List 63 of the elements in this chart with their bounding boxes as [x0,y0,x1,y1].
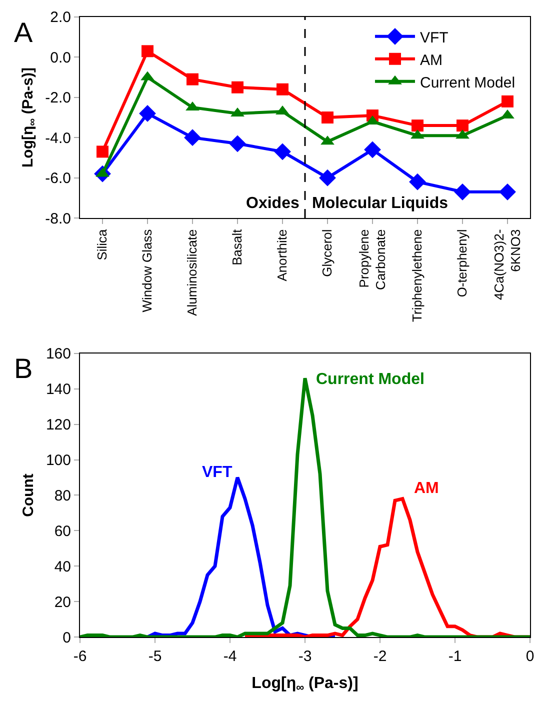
x-tick-label: 4Ca(NO3)2-6KNO3 [491,229,524,300]
y-tick-label: 40 [54,558,71,576]
x-tick-label: -5 [148,648,162,666]
legend-label: Current Model [420,74,516,92]
x-tick-label: O-terphenyl [454,229,470,298]
y-tick-label: -6.0 [45,170,71,188]
annotation: Oxides [246,195,300,212]
series-label: VFT [202,464,232,481]
line-series [146,476,337,638]
x-tick-label: Window Glass [140,228,155,312]
x-tick-label: -4 [223,648,237,666]
x-tick-label: -6 [73,648,87,666]
y-tick-label: 80 [54,487,71,504]
x-tick-label: -3 [298,648,312,666]
point [456,120,468,132]
y-tick-label: 140 [46,381,71,398]
series-label: AM [414,480,439,497]
y-tick-label: -4.0 [45,130,71,147]
y-tick-label: 0 [62,629,71,646]
y-tick-label: 60 [54,522,71,540]
x-tick-label: Basalt [230,228,245,266]
x-tick-label: Anorthite [274,229,290,282]
x-tick-label: -2 [373,648,387,666]
y-tick-label: 160 [46,346,71,363]
point [139,105,156,122]
y-tick-label: 0.0 [50,49,71,66]
point [319,169,336,186]
y-tick-label: 20 [54,594,71,611]
point [502,95,514,108]
point [184,129,201,146]
point [276,83,288,96]
y-tick-label: -2.0 [45,90,71,107]
point [499,183,516,200]
y-tick-label: 2.0 [50,9,71,26]
series-label: Current Model [316,371,424,388]
x-tick-label: Propylene Carbonate [356,229,388,290]
x-tick-label: Triphenylethene [410,229,425,322]
y-tick-label: 100 [46,452,71,470]
point [186,73,198,86]
annotation: Molecular Liquids [312,195,448,212]
legend-label: VFT [420,29,448,46]
x-tick-label: 0 [526,648,534,666]
point [229,135,246,152]
point [142,45,154,58]
chart-title: A [14,17,33,48]
y-axis-title: Count [20,474,38,517]
point [412,120,424,132]
x-tick-label: Silica [94,228,110,260]
point [454,183,471,200]
x-tick-label: Aluminosilicate [184,229,200,316]
y-tick-label: 120 [46,416,71,434]
y-tick-label: -8.0 [45,210,71,228]
x-axis-title: Log[η$_{∞}$ (Pa-s)] [252,674,358,694]
point [232,81,244,94]
point [96,146,108,158]
point [364,141,381,158]
point [274,143,291,160]
x-tick-label: -1 [448,648,462,666]
chart-title: B [14,353,33,384]
x-tick-label: Glycerol [320,229,335,277]
point [409,173,426,190]
legend-label: AM [420,52,442,69]
point [322,112,334,124]
